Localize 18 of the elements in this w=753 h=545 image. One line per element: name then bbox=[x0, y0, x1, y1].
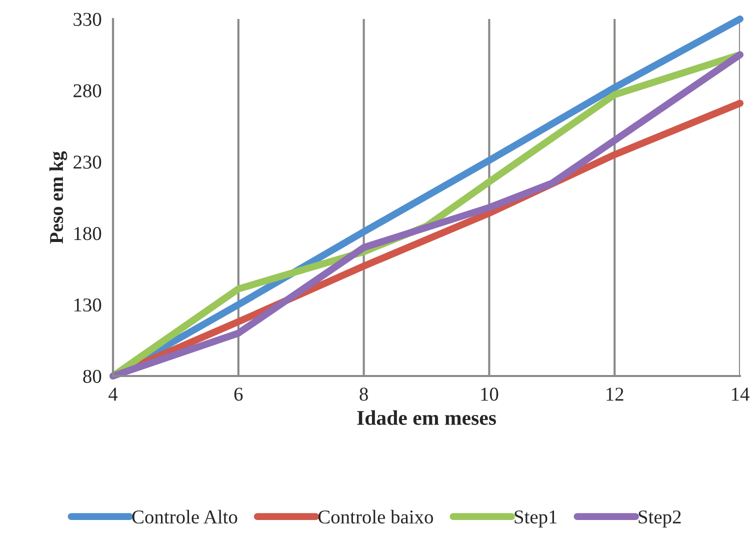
x-tick-label: 6 bbox=[234, 388, 243, 401]
y-tick-label: 230 bbox=[74, 156, 102, 169]
y-tick-label: 180 bbox=[74, 227, 102, 240]
legend-label: Controle Alto bbox=[132, 510, 238, 524]
y-tick-label: 280 bbox=[74, 84, 102, 98]
y-axis-title: Peso em kg bbox=[49, 151, 68, 244]
legend-label: Step2 bbox=[638, 510, 681, 528]
y-tick-label: 130 bbox=[74, 298, 102, 312]
x-tick-label: 14 bbox=[732, 388, 750, 401]
x-tick-label: 4 bbox=[108, 388, 118, 401]
legend-label: Controle baixo bbox=[318, 510, 433, 524]
y-tick-label: 330 bbox=[74, 12, 102, 26]
x-tick-label: 12 bbox=[606, 388, 624, 401]
legend-label: Step1 bbox=[514, 510, 557, 528]
x-axis-title: Idade em meses bbox=[357, 410, 496, 425]
y-tick-label: 80 bbox=[83, 370, 102, 383]
x-tick-label: 10 bbox=[481, 388, 498, 401]
x-tick-label: 8 bbox=[360, 388, 368, 401]
